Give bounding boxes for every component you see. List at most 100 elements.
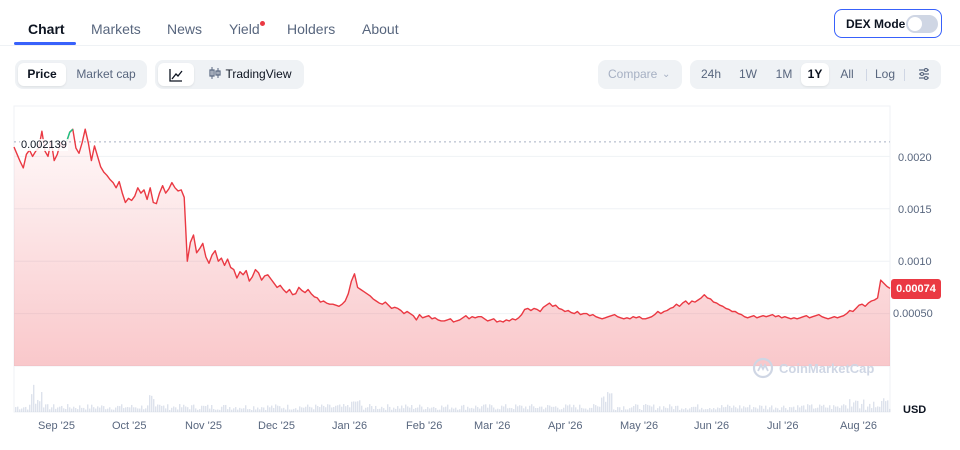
volume-bar — [105, 409, 107, 412]
volume-bar — [399, 408, 401, 412]
volume-bar — [345, 406, 347, 412]
tab-holders[interactable]: Holders — [287, 21, 336, 37]
volume-bar — [719, 408, 721, 412]
volume-bar — [135, 407, 137, 412]
volume-bar — [87, 404, 89, 412]
volume-bar — [81, 407, 83, 412]
volume-bar — [35, 403, 37, 412]
price-tab[interactable]: Price — [18, 63, 66, 86]
volume-bar — [173, 406, 175, 412]
volume-bar — [117, 405, 119, 412]
chevron-down-icon: ⌄ — [662, 69, 671, 80]
volume-bar — [177, 409, 179, 412]
dex-mode-button[interactable]: DEX Mode — [834, 9, 942, 38]
watermark-text: CoinMarketCap — [779, 361, 875, 376]
volume-bar — [655, 409, 657, 412]
volume-bar — [133, 407, 135, 412]
top-nav: Chart Markets News Yield Holders About D… — [0, 0, 960, 46]
volume-bar — [701, 407, 703, 412]
volume-bar — [459, 409, 461, 412]
range-1m[interactable]: 1M — [775, 67, 793, 81]
volume-bar — [239, 407, 241, 412]
volume-bar — [115, 407, 117, 412]
range-24h[interactable]: 24h — [700, 67, 722, 81]
volume-bar — [759, 405, 761, 412]
volume-bar — [633, 405, 635, 412]
metric-switch: Price Market cap — [15, 60, 147, 89]
volume-bar — [121, 404, 123, 412]
tradingview-label: TradingView — [225, 67, 292, 81]
volume-bar — [563, 407, 565, 412]
volume-bar — [577, 409, 579, 412]
volume-bar — [629, 408, 631, 412]
volume-bar — [599, 406, 601, 412]
volume-bar — [481, 406, 483, 412]
log-toggle[interactable]: Log — [874, 67, 896, 81]
volume-bar — [707, 409, 709, 412]
volume-bar — [71, 408, 73, 412]
tab-news[interactable]: News — [167, 21, 203, 37]
line-chart-button[interactable] — [158, 63, 194, 86]
volume-bar — [163, 405, 165, 412]
volume-bar — [303, 407, 305, 412]
volume-bar — [527, 409, 529, 412]
market-cap-tab[interactable]: Market cap — [76, 67, 136, 81]
range-1w[interactable]: 1W — [739, 67, 757, 81]
volume-bar — [149, 395, 151, 412]
volume-bar — [79, 405, 81, 412]
range-all[interactable]: All — [840, 67, 854, 81]
volume-bar — [107, 408, 109, 412]
volume-bar — [769, 407, 771, 412]
chart-settings-button[interactable] — [911, 63, 937, 86]
volume-bar — [499, 409, 501, 412]
volume-bar — [661, 409, 663, 412]
volume-bar — [209, 408, 211, 412]
volume-bar — [803, 405, 805, 412]
compare-label: Compare — [608, 67, 658, 81]
tab-chart[interactable]: Chart — [28, 21, 65, 37]
volume-bar — [91, 404, 93, 412]
volume-bar — [353, 401, 355, 412]
compare-dropdown[interactable]: Compare ⌄ — [598, 60, 682, 89]
volume-bar — [851, 406, 853, 412]
volume-bar — [29, 404, 31, 412]
volume-bar — [489, 404, 491, 412]
volume-bar — [713, 408, 715, 412]
volume-bar — [651, 406, 653, 412]
volume-bar — [369, 404, 371, 412]
x-tick-label: Dec '25 — [258, 420, 295, 432]
volume-bar — [241, 408, 243, 412]
volume-bar — [45, 404, 47, 412]
tab-markets[interactable]: Markets — [91, 21, 141, 37]
volume-bar — [101, 405, 103, 412]
price-chart[interactable]: 0.002139 0.0020 0.0015 0.0010 0.00050 0.… — [0, 100, 960, 450]
volume-bar — [53, 404, 55, 412]
volume-bar — [247, 409, 249, 412]
volume-bar — [773, 409, 775, 412]
volume-bar — [245, 405, 247, 412]
toggle-knob — [908, 17, 922, 31]
range-1y[interactable]: 1Y — [801, 63, 829, 86]
price-chart-svg[interactable] — [0, 100, 960, 450]
tradingview-button[interactable]: TradingView — [200, 63, 300, 86]
volume-bar — [663, 406, 665, 412]
volume-bar — [63, 408, 65, 412]
x-tick-label: Jan '26 — [332, 420, 368, 432]
volume-bar — [667, 408, 669, 412]
volume-bar — [505, 404, 507, 412]
volume-bar — [187, 407, 189, 412]
volume-bar — [243, 408, 245, 412]
tab-about[interactable]: About — [362, 21, 399, 37]
volume-bar — [673, 409, 675, 412]
volume-bar — [615, 409, 617, 412]
y-tick-label: 0.0010 — [898, 256, 932, 268]
volume-bar — [77, 409, 79, 412]
volume-bar — [815, 408, 817, 412]
volume-bar — [609, 393, 611, 412]
dex-mode-toggle[interactable] — [906, 15, 938, 33]
volume-bar — [553, 406, 555, 412]
yield-notification-dot — [260, 21, 265, 26]
volume-bar — [717, 407, 719, 412]
volume-bar — [569, 404, 571, 412]
tab-yield[interactable]: Yield — [229, 21, 260, 37]
